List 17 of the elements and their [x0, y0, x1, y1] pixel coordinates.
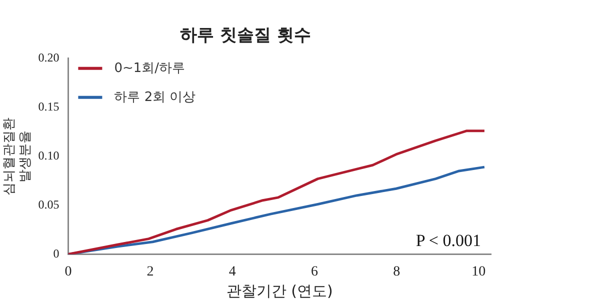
- x-tick-label: 2: [146, 264, 154, 280]
- x-axis-title: 관찰기간 (연도): [226, 282, 333, 300]
- y-axis-title: 심뇌혈관질환 발생분율: [2, 117, 33, 196]
- y-tick-label: 0.10: [38, 148, 60, 162]
- legend-label: 하루 2회 이상: [114, 90, 196, 105]
- y-tick-label: 0: [53, 246, 60, 260]
- y-tick-label: 0.15: [38, 100, 60, 114]
- x-tick-label: 8: [393, 264, 400, 280]
- y-tick-label: 0.05: [38, 197, 60, 212]
- x-tick-label: 10: [472, 264, 486, 280]
- x-tick-label: 0: [64, 264, 72, 280]
- y-tick-label: 0.20: [38, 50, 60, 65]
- x-tick-label: 6: [310, 264, 318, 280]
- chart-title: 하루 칫솔질 횟수: [180, 26, 311, 46]
- x-tick-label: 4: [228, 264, 236, 280]
- annotation: P < 0.001: [416, 231, 481, 250]
- legend-label: 0~1회/하루: [114, 60, 186, 76]
